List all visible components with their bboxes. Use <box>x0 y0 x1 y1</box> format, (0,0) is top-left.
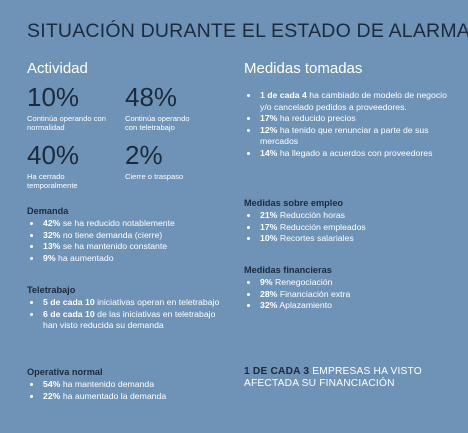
list-item: 22% ha aumentado la demanda <box>27 391 227 403</box>
demanda-block: Demanda 42% se ha reducido notablemente … <box>27 206 227 264</box>
financieras-heading: Medidas financieras <box>244 265 332 275</box>
list-item: 5 de cada 10 iniciativas operan en telet… <box>27 297 227 309</box>
medidas-list: 1 de cada 4 ha cambiado de modelo de neg… <box>244 90 456 159</box>
financieras-block: Medidas financieras 9% Renegociación 28%… <box>244 265 456 312</box>
stat-label: Cierre o traspaso <box>125 172 184 181</box>
closing-statement: 1 DE CADA 3 EMPRESAS HA VISTO AFECTADA S… <box>244 366 456 390</box>
teletrabajo-heading: Teletrabajo <box>27 285 76 295</box>
demanda-list: 42% se ha reducido notablemente 32% no t… <box>27 218 227 264</box>
medidas-heading: Medidas tomadas <box>244 60 363 77</box>
list-item: 54% ha mantenido demanda <box>27 379 227 391</box>
list-item: 28% Financiación extra <box>244 289 456 301</box>
medidas-block: 1 de cada 4 ha cambiado de modelo de neg… <box>244 90 456 159</box>
stat-value: 48% <box>125 82 178 112</box>
list-item: 14% ha llegado a acuerdos con proveedore… <box>244 148 456 160</box>
stat-teletrabajo: 48% Continúa operando con teletrabajo <box>125 83 225 132</box>
financieras-list: 9% Renegociación 28% Financiación extra … <box>244 277 456 312</box>
teletrabajo-list: 5 de cada 10 iniciativas operan en telet… <box>27 297 227 332</box>
list-item: 42% se ha reducido notablemente <box>27 218 227 230</box>
closing-line2: AFECTADA SU FINANCIACIÓN <box>244 378 395 389</box>
stat-normal: 10% Continúa operando con normalidad <box>27 83 127 132</box>
list-item: 17% ha reducido precios <box>244 113 456 125</box>
empleo-list: 21% Reducción horas 17% Reducción emplea… <box>244 210 456 245</box>
list-item: 17% Reducción empleados <box>244 222 456 234</box>
list-item: 9% ha aumentado <box>27 253 227 265</box>
closing-emphasis: 1 DE CADA 3 <box>244 366 310 377</box>
operativa-heading: Operativa normal <box>27 367 103 377</box>
actividad-stats: 10% Continúa operando con normalidad 48%… <box>27 83 237 223</box>
empleo-heading: Medidas sobre empleo <box>244 198 344 208</box>
actividad-heading: Actividad <box>27 60 88 77</box>
list-item: 32% no tiene demanda (cierre) <box>27 230 227 242</box>
list-item: 12% ha tenido que renunciar a parte de s… <box>244 125 456 148</box>
stat-label: Continúa operando con teletrabajo <box>125 114 190 132</box>
demanda-heading: Demanda <box>27 206 69 216</box>
left-column: Actividad 10% Continúa operando con norm… <box>27 60 237 401</box>
stat-cerrado: 40% Ha cerrado temporalmente <box>27 141 127 190</box>
page-title: SITUACIÓN DURANTE EL ESTADO DE ALARMA <box>27 20 468 42</box>
operativa-list: 54% ha mantenido demanda 22% ha aumentad… <box>27 379 227 402</box>
list-item: 10% Recortes salariales <box>244 233 456 245</box>
stat-label: Continúa operando con normalidad <box>27 114 106 132</box>
stat-label: Ha cerrado temporalmente <box>27 172 78 190</box>
stat-traspaso: 2% Cierre o traspaso <box>125 141 225 181</box>
operativa-block: Operativa normal 54% ha mantenido demand… <box>27 367 227 402</box>
list-item: 32% Aplazamiento <box>244 300 456 312</box>
list-item: 6 de cada 10 de las iniciativas en telet… <box>27 309 227 332</box>
empleo-block: Medidas sobre empleo 21% Reducción horas… <box>244 198 456 245</box>
stat-value: 10% <box>27 82 80 112</box>
stat-value: 2% <box>125 140 163 170</box>
closing-line1: EMPRESAS HA VISTO <box>312 366 422 377</box>
stat-value: 40% <box>27 140 80 170</box>
list-item: 9% Renegociación <box>244 277 456 289</box>
list-item: 13% se ha mantenido constante <box>27 241 227 253</box>
list-item: 1 de cada 4 ha cambiado de modelo de neg… <box>244 90 456 113</box>
list-item: 21% Reducción horas <box>244 210 456 222</box>
right-column: Medidas tomadas 1 de cada 4 ha cambiado … <box>244 60 459 389</box>
teletrabajo-block: Teletrabajo 5 de cada 10 iniciativas ope… <box>27 285 227 332</box>
